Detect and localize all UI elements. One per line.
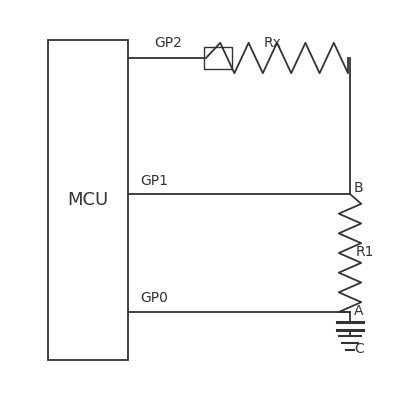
Text: B: B (354, 181, 364, 195)
Bar (204, 47, 232, 69)
Text: R1: R1 (356, 245, 374, 259)
Text: GP2: GP2 (154, 36, 182, 50)
Bar (48, 40, 128, 360)
Text: Rx: Rx (264, 36, 282, 50)
Text: GP0: GP0 (140, 291, 168, 305)
Text: A: A (354, 304, 364, 318)
Text: MCU: MCU (67, 191, 109, 209)
Text: C: C (354, 342, 364, 356)
Text: GP1: GP1 (140, 174, 168, 188)
